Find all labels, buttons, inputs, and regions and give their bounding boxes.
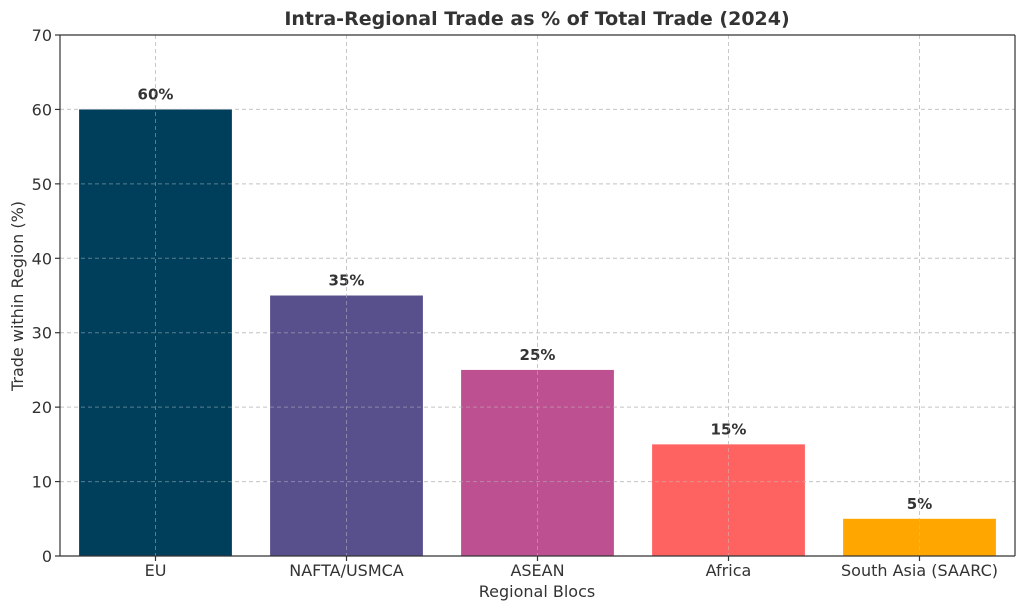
x-tick-label: Africa xyxy=(706,561,752,580)
bars: 60% 35% 25% 15% 5% xyxy=(79,85,996,556)
bar-nafta-usmca xyxy=(270,295,423,556)
x-tick-label: NAFTA/USMCA xyxy=(289,561,404,580)
x-axis-label: Regional Blocs xyxy=(479,582,595,601)
x-tick-label: EU xyxy=(145,561,167,580)
y-tick-label: 30 xyxy=(32,324,52,343)
y-tick-label: 60 xyxy=(32,100,52,119)
x-tick-label: South Asia (SAARC) xyxy=(841,561,998,580)
y-tick-label: 50 xyxy=(32,175,52,194)
y-axis-label: Trade within Region (%) xyxy=(8,201,27,392)
bar-south-asia-saarc xyxy=(843,518,996,556)
bar-asean xyxy=(461,369,614,556)
data-label: 60% xyxy=(138,85,174,103)
y-tick-label: 0 xyxy=(42,547,52,566)
chart-title: Intra-Regional Trade as % of Total Trade… xyxy=(284,8,789,30)
data-label: 15% xyxy=(711,420,747,438)
bar-africa xyxy=(652,444,805,556)
x-tick-label: ASEAN xyxy=(510,561,564,580)
data-label: 35% xyxy=(329,272,365,290)
y-tick-label: 10 xyxy=(32,473,52,492)
y-tick-label: 40 xyxy=(32,249,52,268)
y-tick-label: 70 xyxy=(32,26,52,45)
bar-eu xyxy=(79,109,232,556)
y-tick-label: 20 xyxy=(32,398,52,417)
data-label: 5% xyxy=(907,495,932,513)
data-label: 25% xyxy=(520,346,556,364)
axes: 0 10 20 30 40 50 60 70 EU NAFTA/USMCA ASEAN Africa S… xyxy=(32,26,1016,580)
